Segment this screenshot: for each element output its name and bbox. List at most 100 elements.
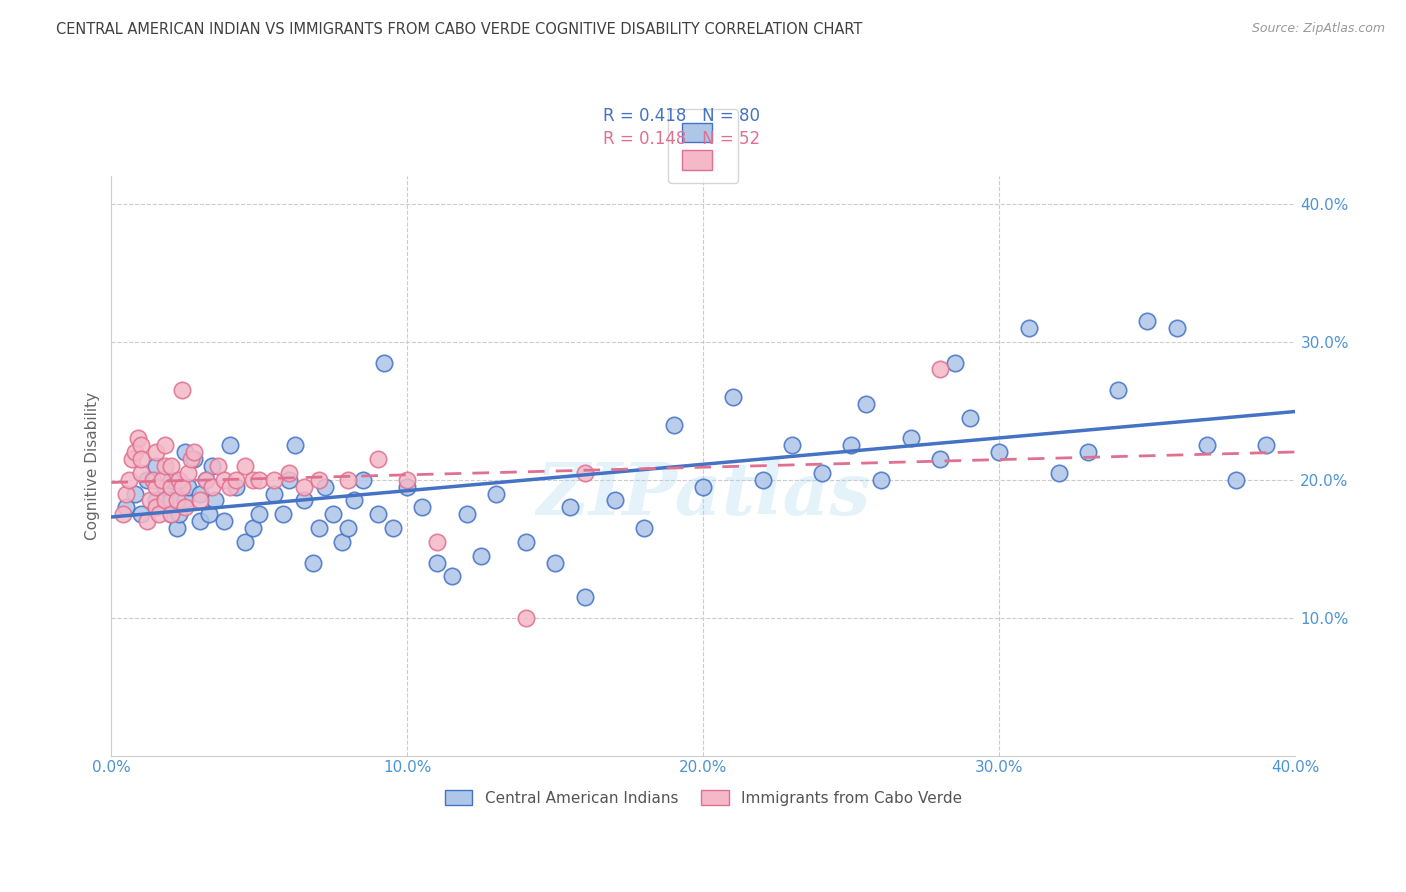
Point <box>560 500 582 515</box>
Point <box>292 493 315 508</box>
Point <box>159 458 181 473</box>
Point <box>1225 473 1247 487</box>
Point <box>456 508 478 522</box>
Point <box>212 514 235 528</box>
Point <box>278 473 301 487</box>
Point <box>855 397 877 411</box>
Point <box>201 480 224 494</box>
Point <box>284 438 307 452</box>
Point <box>139 493 162 508</box>
Point <box>201 458 224 473</box>
Point <box>308 473 330 487</box>
Point <box>322 508 344 522</box>
Point <box>1107 383 1129 397</box>
Point <box>188 493 211 508</box>
Point <box>115 500 138 515</box>
Point <box>129 466 152 480</box>
Point <box>343 493 366 508</box>
Point <box>426 556 449 570</box>
Point <box>278 466 301 480</box>
Point <box>929 452 952 467</box>
Point <box>183 452 205 467</box>
Point <box>1254 438 1277 452</box>
Point <box>153 458 176 473</box>
Point <box>127 431 149 445</box>
Point <box>337 473 360 487</box>
Point <box>959 410 981 425</box>
Point <box>633 521 655 535</box>
Point <box>314 480 336 494</box>
Point <box>142 473 165 487</box>
Point <box>263 473 285 487</box>
Point <box>233 458 256 473</box>
Point <box>112 508 135 522</box>
Text: R = 0.418   N = 80: R = 0.418 N = 80 <box>603 106 759 125</box>
Point <box>233 534 256 549</box>
Point <box>180 452 202 467</box>
Point <box>544 556 567 570</box>
Point <box>337 521 360 535</box>
Point <box>292 480 315 494</box>
Point <box>943 355 966 369</box>
Point <box>662 417 685 432</box>
Point <box>603 493 626 508</box>
Point <box>1195 438 1218 452</box>
Point <box>218 480 240 494</box>
Point <box>148 508 170 522</box>
Point <box>1018 321 1040 335</box>
Text: R = 0.148   N = 52: R = 0.148 N = 52 <box>603 129 759 148</box>
Point <box>396 480 419 494</box>
Point <box>188 486 211 500</box>
Point <box>195 473 218 487</box>
Point <box>166 521 188 535</box>
Point <box>118 473 141 487</box>
Point <box>381 521 404 535</box>
Point <box>308 521 330 535</box>
Point <box>124 486 146 500</box>
Point <box>169 473 191 487</box>
Point <box>145 445 167 459</box>
Point <box>145 493 167 508</box>
Point <box>177 466 200 480</box>
Point <box>396 473 419 487</box>
Point <box>153 438 176 452</box>
Point <box>145 500 167 515</box>
Point <box>145 458 167 473</box>
Point <box>692 480 714 494</box>
Text: CENTRAL AMERICAN INDIAN VS IMMIGRANTS FROM CABO VERDE COGNITIVE DISABILITY CORRE: CENTRAL AMERICAN INDIAN VS IMMIGRANTS FR… <box>56 22 863 37</box>
Point <box>411 500 433 515</box>
Point <box>183 445 205 459</box>
Point <box>900 431 922 445</box>
Point <box>249 508 271 522</box>
Point <box>136 473 159 487</box>
Point <box>121 452 143 467</box>
Text: ZIPatlas: ZIPatlas <box>536 459 870 531</box>
Point <box>367 508 389 522</box>
Point <box>485 486 508 500</box>
Point <box>330 534 353 549</box>
Point <box>159 508 181 522</box>
Point <box>129 438 152 452</box>
Point <box>172 383 194 397</box>
Point <box>166 493 188 508</box>
Point <box>153 493 176 508</box>
Point <box>136 514 159 528</box>
Point <box>225 480 247 494</box>
Point <box>811 466 834 480</box>
Point <box>574 466 596 480</box>
Point <box>367 452 389 467</box>
Point <box>515 610 537 624</box>
Point <box>373 355 395 369</box>
Point <box>271 508 294 522</box>
Point <box>751 473 773 487</box>
Point <box>124 445 146 459</box>
Point <box>1047 466 1070 480</box>
Point <box>929 362 952 376</box>
Point <box>159 480 181 494</box>
Point <box>153 480 176 494</box>
Point <box>574 590 596 604</box>
Point <box>440 569 463 583</box>
Point <box>159 508 181 522</box>
Point <box>207 458 229 473</box>
Point <box>174 493 197 508</box>
